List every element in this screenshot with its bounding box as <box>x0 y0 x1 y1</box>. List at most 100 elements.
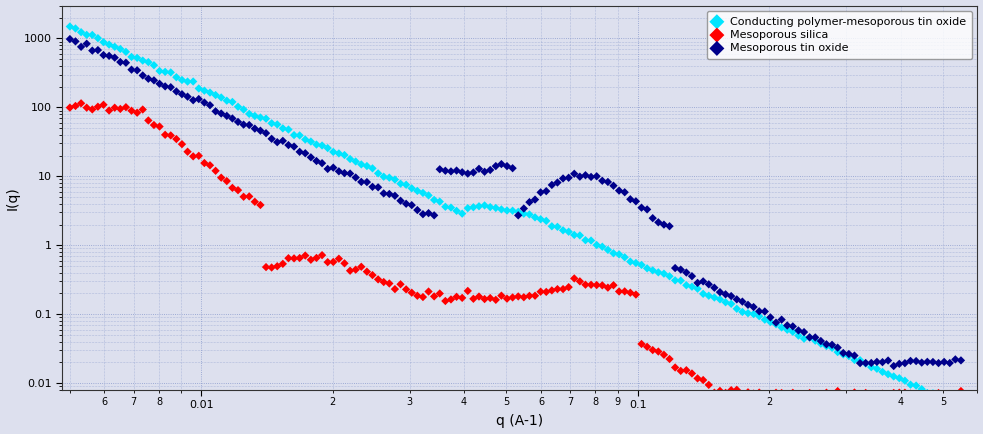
Mesoporous silica <box>454 294 470 301</box>
Conducting polymer-mesoporous tin oxide <box>157 69 173 76</box>
Mesoporous tin oxide <box>634 204 650 211</box>
Conducting polymer-mesoporous tin oxide <box>785 329 801 335</box>
Mesoporous tin oxide <box>780 322 795 329</box>
Mesoporous silica <box>101 107 117 114</box>
Mesoporous tin oxide <box>448 167 464 174</box>
Conducting polymer-mesoporous tin oxide <box>448 207 464 214</box>
Mesoporous silica <box>466 295 482 302</box>
Mesoporous silica <box>477 296 492 302</box>
Conducting polymer-mesoporous tin oxide <box>303 138 318 145</box>
Mesoporous tin oxide <box>392 197 408 204</box>
Mesoporous silica <box>319 259 335 266</box>
Mesoporous tin oxide <box>354 178 370 185</box>
Mesoporous tin oxide <box>751 308 767 315</box>
Conducting polymer-mesoporous tin oxide <box>763 319 779 326</box>
Conducting polymer-mesoporous tin oxide <box>813 340 829 347</box>
Mesoporous silica <box>269 263 285 270</box>
Mesoporous silica <box>151 123 167 130</box>
Conducting polymer-mesoporous tin oxide <box>712 296 727 303</box>
Mesoporous tin oxide <box>628 198 644 205</box>
Mesoporous tin oxide <box>768 319 783 326</box>
Mesoporous tin oxide <box>303 154 318 161</box>
Mesoporous tin oxide <box>286 143 302 150</box>
Mesoporous tin oxide <box>460 170 476 177</box>
Mesoporous silica <box>174 141 190 148</box>
Mesoporous tin oxide <box>309 158 324 164</box>
Mesoporous silica <box>398 286 414 293</box>
Mesoporous silica <box>230 187 246 194</box>
Mesoporous silica <box>751 389 767 396</box>
Conducting polymer-mesoporous tin oxide <box>734 309 750 316</box>
Conducting polymer-mesoporous tin oxide <box>539 217 554 224</box>
Conducting polymer-mesoporous tin oxide <box>875 368 891 375</box>
Conducting polymer-mesoporous tin oxide <box>259 115 274 122</box>
Mesoporous silica <box>309 254 324 261</box>
Mesoporous silica <box>555 286 571 293</box>
Conducting polymer-mesoporous tin oxide <box>488 204 503 211</box>
Mesoporous silica <box>392 281 408 288</box>
Mesoporous tin oxide <box>852 360 868 367</box>
Conducting polymer-mesoporous tin oxide <box>729 305 745 312</box>
Conducting polymer-mesoporous tin oxide <box>141 59 156 66</box>
Mesoporous tin oxide <box>499 163 515 170</box>
Mesoporous tin oxide <box>902 358 918 365</box>
Y-axis label: I(q): I(q) <box>6 186 20 210</box>
X-axis label: q (A-1): q (A-1) <box>496 414 544 428</box>
Conducting polymer-mesoporous tin oxide <box>298 136 314 143</box>
Mesoporous tin oxide <box>315 160 330 167</box>
Conducting polymer-mesoporous tin oxide <box>376 173 391 180</box>
Mesoporous tin oxide <box>763 314 779 321</box>
Mesoporous tin oxide <box>931 360 947 367</box>
Mesoporous silica <box>954 388 969 395</box>
Mesoporous silica <box>168 135 184 142</box>
Mesoporous tin oxide <box>645 215 661 222</box>
Mesoporous silica <box>684 370 700 377</box>
Mesoporous tin oxide <box>376 190 391 197</box>
Conducting polymer-mesoporous tin oxide <box>342 155 358 162</box>
Mesoporous silica <box>73 100 88 107</box>
Mesoporous silica <box>908 391 924 398</box>
Mesoporous tin oxide <box>589 173 605 180</box>
Conducting polymer-mesoporous tin oxide <box>499 207 515 214</box>
Mesoporous silica <box>936 392 952 399</box>
Mesoporous silica <box>516 294 532 301</box>
Mesoporous silica <box>381 280 397 287</box>
Conducting polymer-mesoporous tin oxide <box>678 282 694 289</box>
Mesoporous silica <box>740 389 756 396</box>
Mesoporous silica <box>734 391 750 398</box>
Conducting polymer-mesoporous tin oxide <box>936 396 952 403</box>
Mesoporous silica <box>645 347 661 354</box>
Mesoporous silica <box>802 390 818 397</box>
Conducting polymer-mesoporous tin oxide <box>242 110 258 117</box>
Conducting polymer-mesoporous tin oxide <box>213 94 229 101</box>
Conducting polymer-mesoporous tin oxide <box>746 311 762 318</box>
Conducting polymer-mesoporous tin oxide <box>718 299 733 306</box>
Mesoporous tin oxide <box>202 102 218 108</box>
Mesoporous tin oxide <box>471 165 487 172</box>
Mesoporous tin oxide <box>95 52 111 59</box>
Conducting polymer-mesoporous tin oxide <box>549 224 565 230</box>
Conducting polymer-mesoporous tin oxide <box>819 342 835 349</box>
Mesoporous silica <box>90 103 106 110</box>
Mesoporous tin oxide <box>560 174 576 181</box>
Mesoporous silica <box>852 394 868 401</box>
Mesoporous silica <box>197 160 212 167</box>
Conducting polymer-mesoporous tin oxide <box>151 68 167 75</box>
Mesoporous silica <box>807 391 823 398</box>
Mesoporous silica <box>342 267 358 274</box>
Mesoporous tin oxide <box>298 150 314 157</box>
Conducting polymer-mesoporous tin oxide <box>392 180 408 187</box>
Conducting polymer-mesoporous tin oxide <box>948 399 963 406</box>
Mesoporous tin oxide <box>813 338 829 345</box>
Conducting polymer-mesoporous tin oxide <box>404 185 420 192</box>
Conducting polymer-mesoporous tin oxide <box>931 395 947 401</box>
Conducting polymer-mesoporous tin oxide <box>286 132 302 138</box>
Mesoporous tin oxide <box>387 192 403 199</box>
Mesoporous tin oxide <box>292 148 308 155</box>
Mesoporous tin oxide <box>213 110 229 117</box>
Mesoporous tin oxide <box>942 359 957 366</box>
Mesoporous tin oxide <box>841 351 857 358</box>
Mesoporous tin oxide <box>118 59 134 66</box>
Mesoporous tin oxide <box>919 358 935 365</box>
Mesoporous silica <box>303 256 318 263</box>
